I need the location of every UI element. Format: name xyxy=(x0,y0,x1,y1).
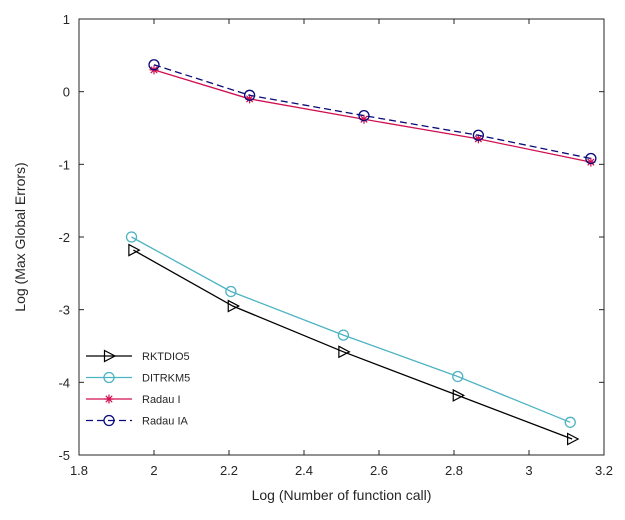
legend-label: RKTDIO5 xyxy=(142,351,190,363)
y-tick-label: 1 xyxy=(63,12,70,27)
x-tick-label: 1.8 xyxy=(70,463,88,478)
x-tick-label: 2.6 xyxy=(370,463,388,478)
y-tick-label: -1 xyxy=(58,157,70,172)
x-tick-label: 2 xyxy=(150,463,157,478)
legend-item: RKTDIO5 xyxy=(86,349,190,363)
data-point xyxy=(473,134,483,144)
data-point xyxy=(245,94,255,104)
y-tick-label: -2 xyxy=(58,230,70,245)
data-point xyxy=(128,243,141,257)
x-tick-label: 2.4 xyxy=(295,463,313,478)
legend-item: DITRKM5 xyxy=(86,371,190,385)
data-point xyxy=(359,114,369,124)
data-point xyxy=(358,109,370,122)
data-point xyxy=(564,416,576,428)
series-rktdio5 xyxy=(128,243,580,446)
legend-marker xyxy=(104,394,114,404)
data-point xyxy=(337,329,350,341)
data-point xyxy=(452,388,466,402)
legend-label: Radau I xyxy=(142,394,181,406)
y-tick-label: -4 xyxy=(58,375,70,390)
legend: RKTDIO5 DITRKM5 Radau I Radau IA xyxy=(86,349,190,428)
series-line xyxy=(153,64,592,160)
x-tick-label: 3.2 xyxy=(595,463,613,478)
series-line xyxy=(133,249,573,440)
x-tick-label: 2.2 xyxy=(220,463,238,478)
series-radau-ia xyxy=(148,59,597,165)
legend-label: DITRKM5 xyxy=(142,373,190,385)
legend-marker xyxy=(103,414,115,427)
y-tick-label: 0 xyxy=(63,85,70,100)
legend-marker xyxy=(103,349,117,363)
data-point xyxy=(227,299,241,313)
legend-marker xyxy=(103,371,115,384)
x-tick-label: 3 xyxy=(525,463,532,478)
legend-item: Radau IA xyxy=(86,414,189,428)
data-point xyxy=(586,157,596,167)
y-tick-label: -5 xyxy=(58,448,70,463)
data-point xyxy=(243,89,256,101)
x-axis-title: Log (Number of function call) xyxy=(252,487,432,503)
data-point xyxy=(125,231,138,243)
series-ditrkm5 xyxy=(125,231,576,428)
y-tick-label: -3 xyxy=(58,303,70,318)
data-point xyxy=(585,152,597,165)
data-point xyxy=(148,59,160,71)
data-point xyxy=(472,129,485,141)
data-point xyxy=(225,285,237,298)
legend-label: Radau IA xyxy=(142,416,189,428)
data-point xyxy=(567,432,580,446)
legend-item: Radau I xyxy=(86,394,181,406)
x-tick-label: 2.8 xyxy=(445,463,463,478)
plot-area: 1.8 2 2.2 2.4 2.6 2.8 3 3.2 -5 -4 -3 -2 -1 0 1 RKTDIO5 D… xyxy=(58,12,613,478)
y-axis-title: Log (Max Global Errors) xyxy=(12,162,28,311)
series-line xyxy=(131,236,571,423)
data-point xyxy=(452,370,464,383)
data-point xyxy=(338,345,351,359)
